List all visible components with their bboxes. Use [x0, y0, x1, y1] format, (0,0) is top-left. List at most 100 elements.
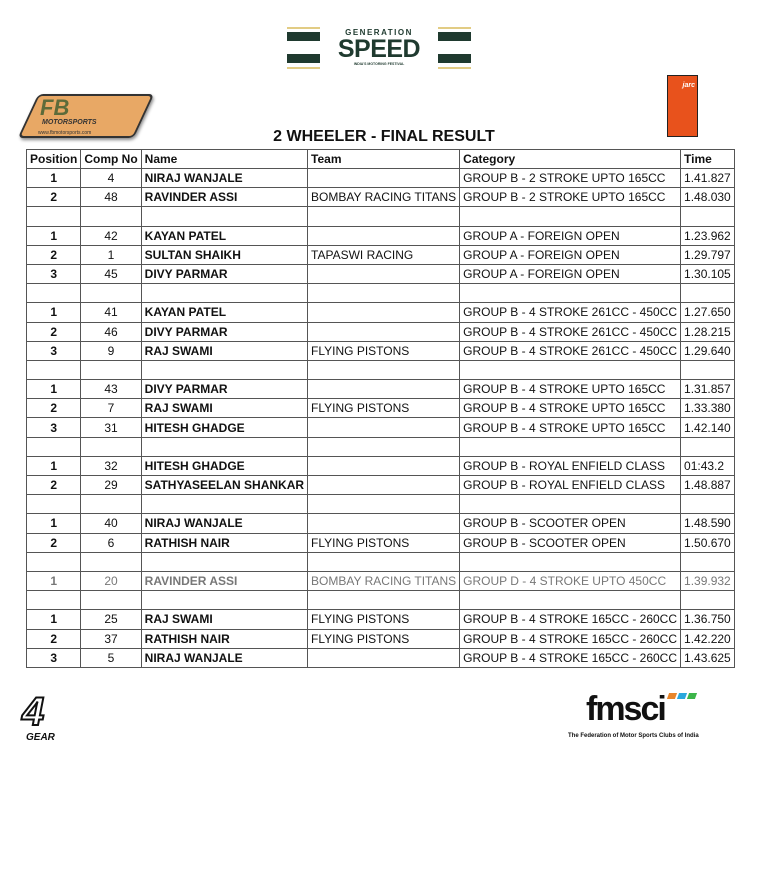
cell-category: GROUP B - ROYAL ENFIELD CLASS	[459, 474, 682, 496]
cell-position: 2	[25, 532, 82, 553]
cell-team	[307, 359, 461, 381]
cell-team	[307, 551, 461, 572]
cell-comp-no: 48	[80, 187, 142, 208]
cell-team	[307, 647, 461, 668]
generation-speed-logo: GENERATION SPEED INDIA'S MOTORING FESTIV…	[287, 27, 471, 69]
cell-team	[307, 206, 461, 227]
cell-name: RAVINDER ASSI	[140, 187, 309, 208]
cell-comp-no: 25	[80, 609, 142, 630]
cell-name: KAYAN PATEL	[140, 225, 309, 246]
cell-time: 1.27.650	[680, 302, 736, 323]
cell-team	[307, 513, 461, 534]
cell-position: 2	[25, 398, 82, 419]
cell-category	[459, 359, 682, 381]
cell-comp-no	[80, 494, 142, 515]
cell-position: 2	[25, 321, 82, 342]
table-row: 1 43 DIVY PARMAR GROUP B - 4 STROKE UPTO 16…	[25, 379, 736, 400]
cell-category: GROUP A - FOREIGN OPEN	[459, 225, 682, 246]
cell-team	[307, 455, 461, 477]
cell-category: GROUP B - 4 STROKE UPTO 165CC	[459, 417, 682, 438]
cell-category: GROUP B - 4 STROKE UPTO 165CC	[459, 398, 682, 419]
cell-position	[25, 206, 82, 227]
cell-name: SATHYASEELAN SHANKAR	[140, 474, 309, 496]
cell-position	[25, 551, 82, 572]
cell-position: 1	[25, 302, 82, 323]
cell-time: 01:43.2	[680, 455, 736, 477]
logo-text: SPEED	[337, 35, 421, 63]
cell-name	[140, 590, 309, 611]
cell-time: 1.42.220	[680, 628, 736, 649]
table-row: 1 25 RAJ SWAMI FLYING PISTONS GROUP B - 4 ST…	[25, 609, 736, 630]
cell-name: NIRAJ WANJALE	[140, 647, 309, 668]
cell-name: RAVINDER ASSI	[140, 570, 309, 592]
table-row: 3 9 RAJ SWAMI FLYING PISTONS GROUP B - 4 STR…	[25, 340, 736, 361]
cell-comp-no: 42	[80, 225, 142, 246]
table-row: 3 31 HITESH GHADGE GROUP B - 4 STROKE UPTO …	[25, 417, 736, 438]
cell-position: 1	[25, 609, 82, 630]
cell-time: 1.29.797	[680, 244, 736, 265]
cell-category	[459, 494, 682, 515]
cell-comp-no: 41	[80, 302, 142, 323]
cell-position: 3	[25, 340, 82, 361]
cell-team: FLYING PISTONS	[307, 532, 461, 553]
cell-name: HITESH GHADGE	[140, 417, 309, 438]
table-row: 3 45 DIVY PARMAR GROUP A - FOREIGN OPEN 1.30…	[25, 263, 736, 285]
cell-time	[680, 551, 736, 572]
table-row: 1 32 HITESH GHADGE GROUP B - ROYAL ENFIELD …	[25, 455, 736, 477]
cell-time: 1.30.105	[680, 263, 736, 285]
cell-position: 2	[25, 628, 82, 649]
cell-time: 1.28.215	[680, 321, 736, 342]
cell-category: GROUP B - 4 STROKE 261CC - 450CC	[459, 321, 682, 342]
cell-time: 1.41.827	[680, 167, 736, 189]
cell-comp-no	[80, 206, 142, 227]
cell-name: DIVY PARMAR	[140, 321, 309, 342]
cell-name: RATHISH NAIR	[140, 532, 309, 553]
cell-time: 1.33.380	[680, 398, 736, 419]
cell-team: FLYING PISTONS	[307, 398, 461, 419]
cell-position: 3	[25, 263, 82, 285]
cell-category	[459, 206, 682, 227]
column-header: Time	[680, 149, 736, 169]
table-row: 2 29 SATHYASEELAN SHANKAR GROUP B - ROYAL E…	[25, 474, 736, 496]
cell-name	[140, 283, 309, 304]
logo-text: INDIA'S MOTORING FESTIVAL	[353, 62, 405, 66]
cell-comp-no	[80, 359, 142, 381]
table-row: 2 7 RAJ SWAMI FLYING PISTONS GROUP B - 4 STR…	[25, 398, 736, 419]
fmsci-logo-mark	[666, 693, 678, 699]
cell-name: DIVY PARMAR	[140, 263, 309, 285]
header-row: Position Comp No Name Team Category Time	[25, 149, 736, 169]
spacer-row	[25, 359, 736, 381]
table-row: 2 46 DIVY PARMAR GROUP B - 4 STROKE 261CC -…	[25, 321, 736, 342]
cell-comp-no: 32	[80, 455, 142, 477]
cell-name: RAJ SWAMI	[140, 398, 309, 419]
cell-category: GROUP B - 4 STROKE 165CC - 260CC	[459, 609, 682, 630]
cell-position: 1	[25, 570, 82, 592]
cell-position: 1	[25, 513, 82, 534]
cell-team: BOMBAY RACING TITANS	[307, 187, 461, 208]
cell-name: NIRAJ WANJALE	[140, 167, 309, 189]
cell-time: 1.39.932	[680, 570, 736, 592]
column-header: Team	[307, 149, 461, 169]
table-row: 2 1 SULTAN SHAIKH TAPASWI RACING GROUP A - F…	[25, 244, 736, 265]
cell-category: GROUP B - 4 STROKE 165CC - 260CC	[459, 647, 682, 668]
fb-logo-url: www.fbmotorsports.com	[38, 130, 92, 136]
cell-time: 1.43.625	[680, 647, 736, 668]
cell-name: SULTAN SHAIKH	[140, 244, 309, 265]
cell-comp-no: 43	[80, 379, 142, 400]
logo-text: GENERATION	[345, 28, 413, 37]
cell-category	[459, 590, 682, 611]
cell-team	[307, 474, 461, 496]
cell-position	[25, 283, 82, 304]
table-row: 2 37 RATHISH NAIR FLYING PISTONS GROUP B - 4…	[25, 628, 736, 649]
cell-category: GROUP A - FOREIGN OPEN	[459, 263, 682, 285]
cell-position: 3	[25, 647, 82, 668]
cell-team: FLYING PISTONS	[307, 340, 461, 361]
cell-name: RAJ SWAMI	[140, 340, 309, 361]
cell-comp-no: 29	[80, 474, 142, 496]
cell-comp-no: 6	[80, 532, 142, 553]
table-row: 1 42 KAYAN PATEL GROUP A - FOREIGN OPEN 1.23…	[25, 225, 736, 246]
cell-comp-no: 1	[80, 244, 142, 265]
gear4-logo-text: GEAR	[26, 732, 55, 743]
fmsci-logo-mark	[686, 693, 698, 699]
cell-comp-no	[80, 590, 142, 611]
